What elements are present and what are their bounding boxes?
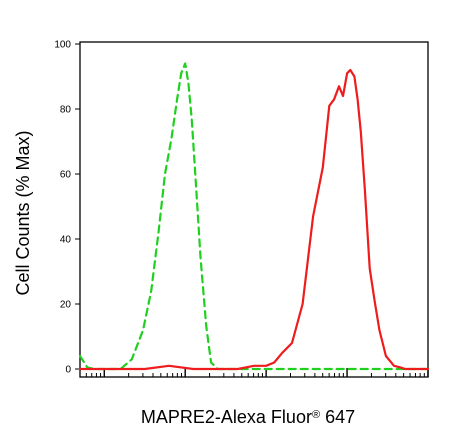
y-axis-title: Cell Counts (% Max) xyxy=(13,130,33,295)
y-tick-label: 100 xyxy=(54,40,71,51)
axes: 0 20 40 60 80 100 xyxy=(54,40,429,378)
y-tick-label: 40 xyxy=(60,235,72,246)
x-axis-title-suffix: 647 xyxy=(320,407,355,427)
control-histogram-line xyxy=(78,62,430,371)
plot-frame xyxy=(79,41,429,378)
sample-histogram-line xyxy=(78,68,430,371)
plot-area xyxy=(78,62,430,371)
y-tick-label: 80 xyxy=(60,105,72,116)
y-tick-label: 20 xyxy=(60,300,72,311)
x-axis-title: MAPRE2-Alexa Fluor® 647 xyxy=(141,407,355,427)
y-tick-label: 0 xyxy=(65,365,71,376)
x-axis-title-main: MAPRE2-Alexa Fluor xyxy=(141,407,312,427)
x-axis-title-registered-mark: ® xyxy=(312,409,320,421)
y-tick-label: 60 xyxy=(60,170,72,181)
